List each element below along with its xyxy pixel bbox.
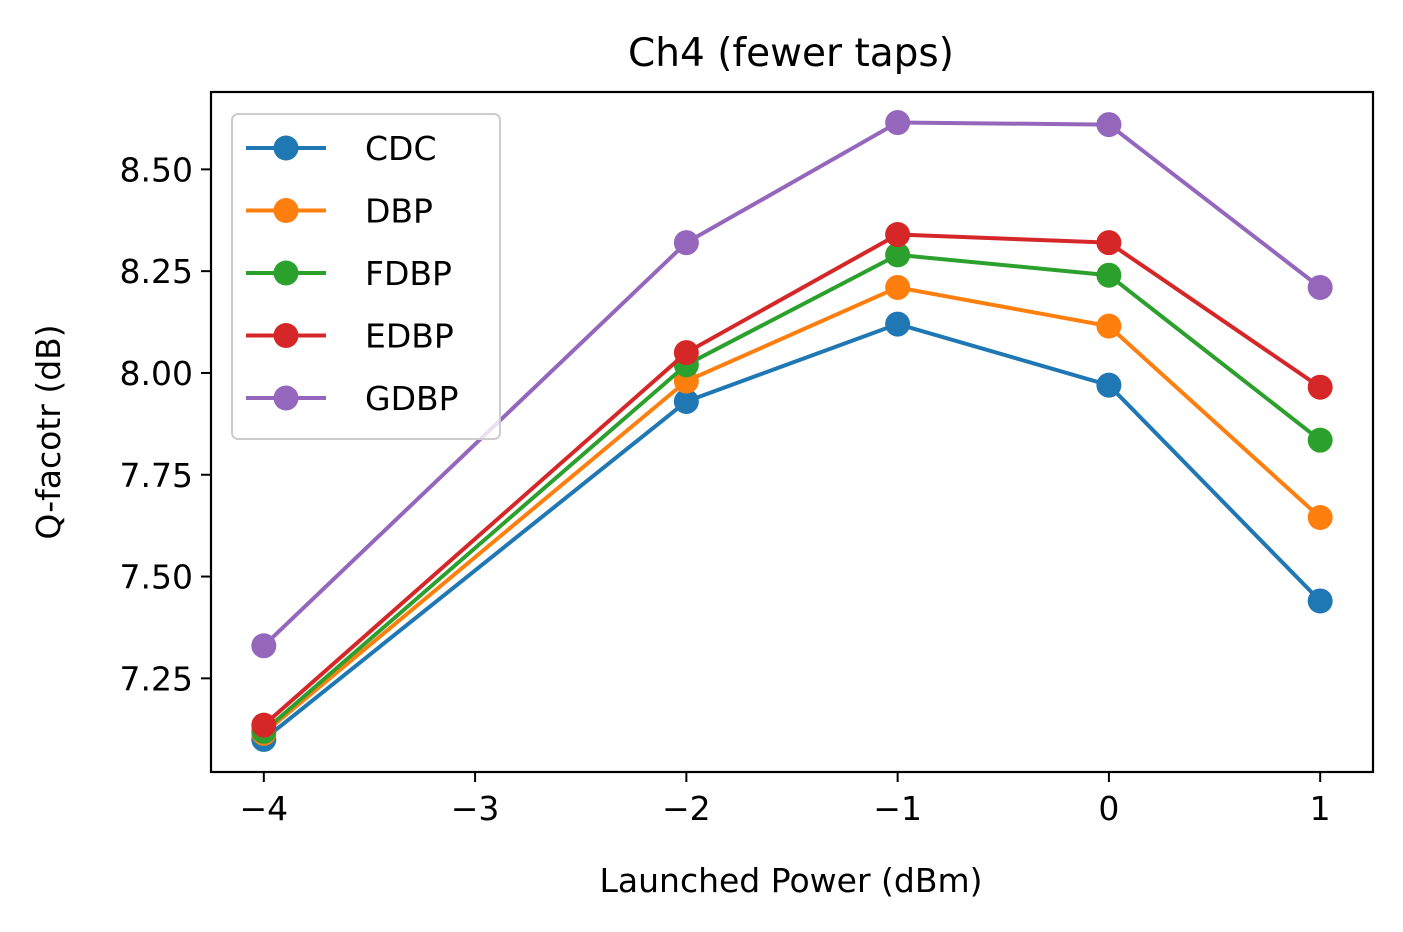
data-point	[673, 388, 699, 414]
legend-swatch-marker	[273, 385, 299, 411]
y-axis-label: Q-facotr (dB)	[29, 324, 68, 539]
y-tick-label: 8.25	[120, 252, 193, 291]
x-axis-label: Launched Power (dBm)	[600, 861, 983, 900]
legend-label: GDBP	[365, 379, 459, 418]
legend-box	[231, 113, 501, 440]
data-point	[1096, 112, 1122, 138]
chart-title: Ch4 (fewer taps)	[628, 31, 954, 76]
legend-swatch-marker	[273, 198, 299, 223]
data-point	[1096, 372, 1122, 398]
data-point	[885, 222, 911, 248]
series-layer	[251, 110, 1333, 752]
data-point	[885, 274, 911, 300]
data-point	[885, 110, 911, 136]
legend-item: DBP	[246, 192, 433, 231]
series-gdbp	[251, 110, 1333, 659]
data-point	[1096, 313, 1122, 339]
data-point	[1307, 588, 1333, 614]
data-point	[885, 311, 911, 337]
data-point	[673, 230, 699, 256]
legend-swatch-marker	[273, 135, 299, 161]
legend-label: FDBP	[365, 254, 452, 293]
series-edbp	[251, 222, 1333, 738]
legend: CDC DBP FDBP EDBP GDBP	[231, 113, 501, 440]
plot-frame	[209, 90, 1375, 774]
legend-swatch-marker	[273, 260, 299, 286]
y-tick-label: 7.75	[120, 456, 193, 495]
axes-layer: −4 −3 −2 −1 0 1 7.25 7.50 7.75 8.00 8.25 8.50	[120, 90, 1375, 828]
data-point	[251, 633, 277, 659]
data-point	[1096, 262, 1122, 288]
y-tick-label: 8.50	[120, 150, 193, 189]
x-tick-label: −3	[451, 789, 500, 828]
data-point	[1096, 230, 1122, 256]
legend-label: DBP	[365, 192, 433, 231]
y-tick-label: 7.25	[120, 659, 193, 698]
data-point	[1307, 274, 1333, 300]
x-tick-label: −1	[873, 789, 922, 828]
legend-label: EDBP	[365, 317, 454, 356]
x-tick-label: 1	[1310, 789, 1331, 828]
series-cdc	[251, 311, 1333, 752]
x-tick-label: 0	[1098, 789, 1119, 828]
data-point	[1307, 505, 1333, 531]
y-tick-label: 7.50	[120, 558, 193, 597]
data-point	[1307, 427, 1333, 453]
legend-label: CDC	[365, 129, 437, 168]
legend-item: GDBP	[246, 379, 459, 418]
legend-swatch-marker	[273, 323, 299, 348]
x-tick-label: −2	[662, 789, 711, 828]
data-point	[1307, 374, 1333, 400]
x-tick-label: −4	[239, 789, 288, 828]
legend-item: CDC	[246, 129, 437, 168]
legend-item: EDBP	[246, 317, 454, 356]
data-point	[673, 340, 699, 366]
data-point	[885, 242, 911, 268]
data-point	[251, 712, 277, 738]
y-tick-label: 8.00	[120, 354, 193, 393]
legend-item: FDBP	[246, 254, 452, 293]
